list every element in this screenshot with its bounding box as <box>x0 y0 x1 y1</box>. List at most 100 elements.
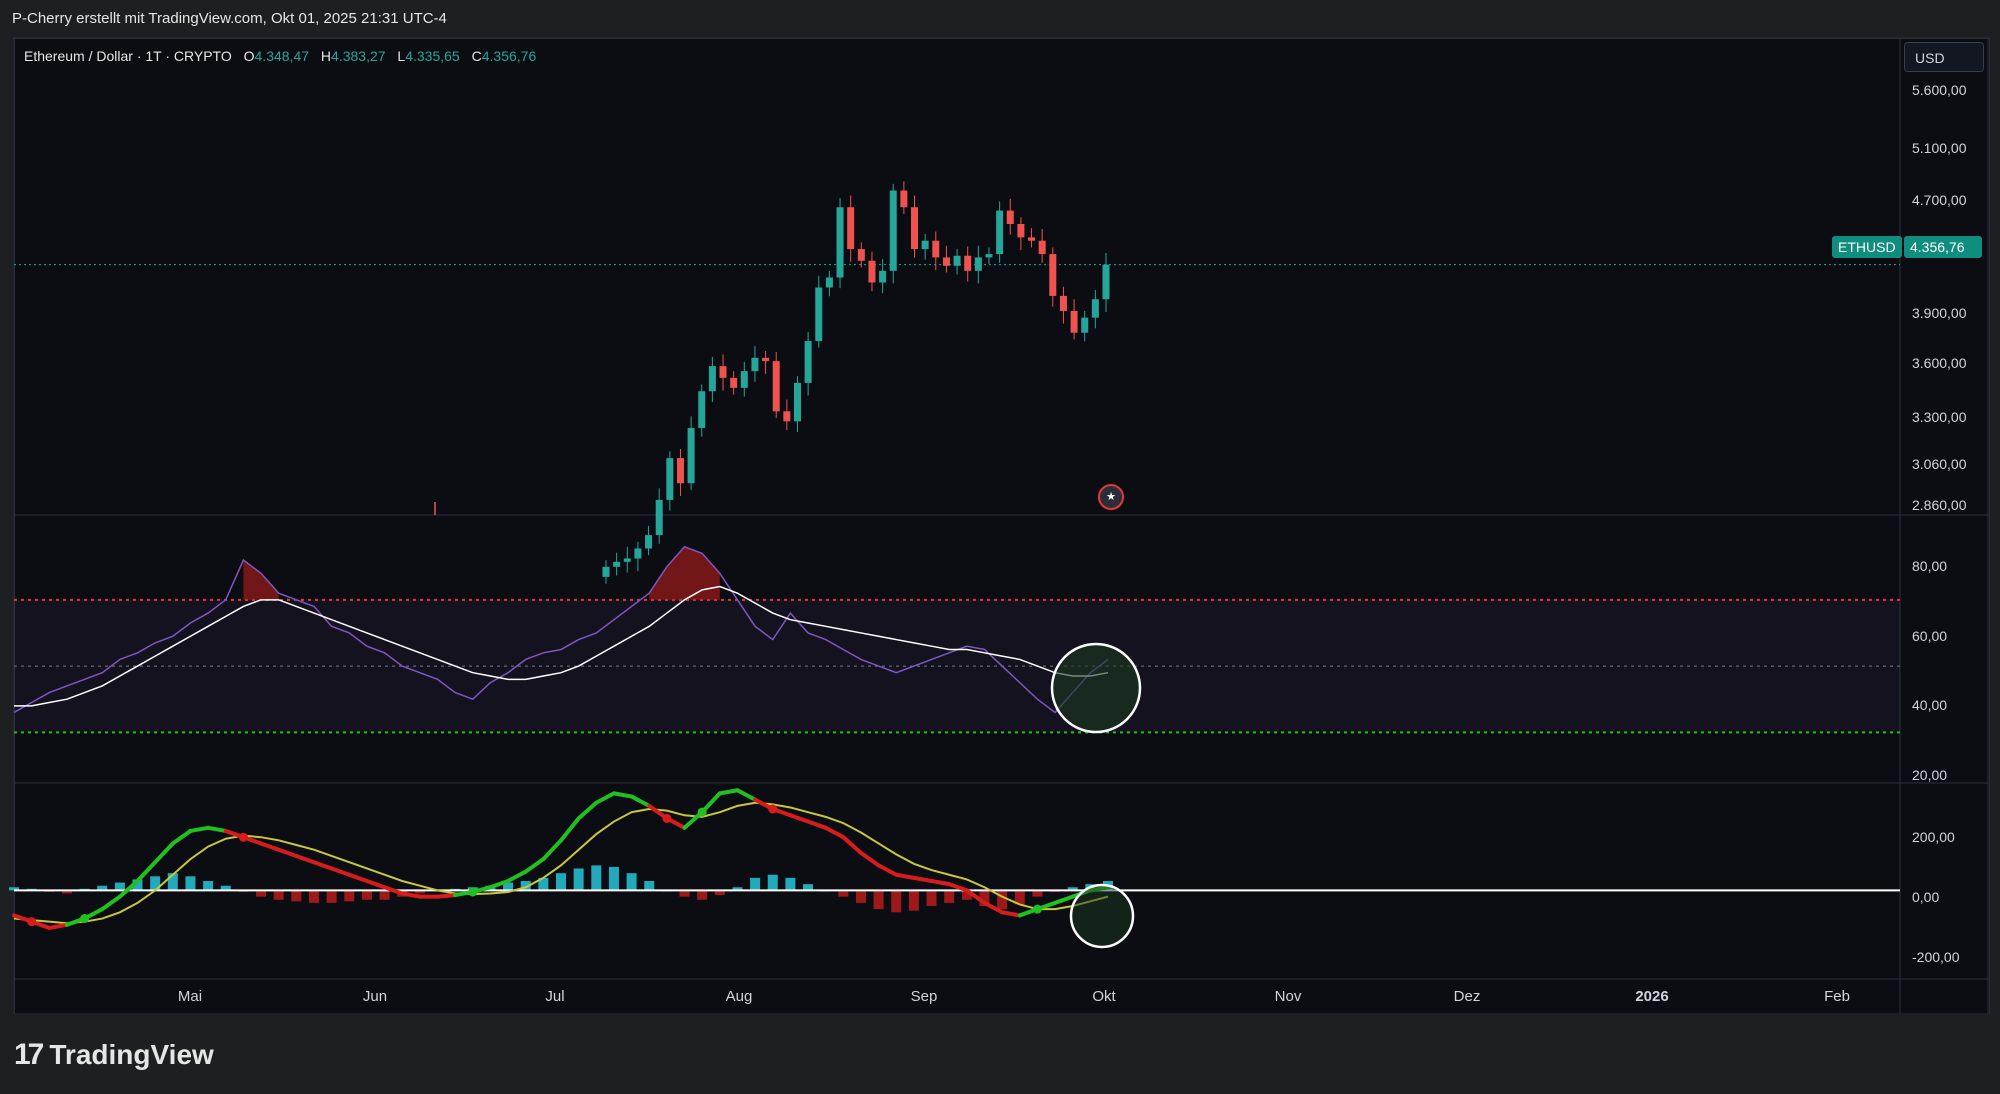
macd-histogram-bar <box>220 885 231 891</box>
chart-area[interactable] <box>14 38 1990 1016</box>
macd-cross-dot <box>80 914 90 924</box>
macd-line-segment <box>206 825 228 833</box>
candle-body <box>932 240 940 258</box>
tradingview-logo-icon: 17 <box>14 1038 44 1071</box>
macd-cross-dot <box>27 917 37 927</box>
candle-body <box>676 458 684 484</box>
macd-histogram-bar <box>538 877 549 891</box>
macd-line-segment <box>894 872 916 880</box>
macd-cross-dot <box>238 832 248 842</box>
candle-body <box>1017 223 1025 238</box>
macd-line-segment <box>929 879 952 887</box>
macd-cross-dot <box>697 807 707 817</box>
candle-body <box>783 411 791 422</box>
candle-body <box>900 190 908 208</box>
candle-body <box>911 207 919 250</box>
candle-body <box>836 207 844 278</box>
macd-histogram-bar <box>591 865 602 891</box>
chart-author-title: P-Cherry erstellt mit TradingView.com, O… <box>12 10 447 27</box>
macd-line-segment <box>311 860 334 871</box>
candle-body <box>1081 317 1089 333</box>
macd-line-segment <box>947 882 969 893</box>
time-axis-label: Mai <box>177 988 203 1005</box>
price-axis-label: 2.860,00 <box>1912 497 1967 513</box>
candle-body <box>623 558 631 562</box>
last-price-tag: 4.356,76 <box>1904 236 1982 258</box>
candle-body <box>655 499 663 536</box>
macd-histogram-bar <box>379 890 390 900</box>
macd-line-segment <box>611 791 634 799</box>
candle-body <box>719 366 727 378</box>
candle-body <box>730 377 738 388</box>
time-axis-label: Nov <box>1274 988 1302 1005</box>
candle-body <box>751 357 759 372</box>
candle-body <box>698 391 706 429</box>
macd-histogram-bar <box>997 890 1008 910</box>
candle-body <box>602 566 610 577</box>
macd-histogram-bar <box>679 890 690 897</box>
candle-body <box>921 240 929 250</box>
macd-cross-dot <box>468 887 478 897</box>
macd-line-segment <box>329 866 352 877</box>
close-label: C <box>471 48 482 64</box>
macd-line-segment <box>964 888 987 905</box>
macd-histogram-bar <box>203 881 214 891</box>
macd-histogram-bar <box>891 890 902 913</box>
open-label: O <box>243 48 255 64</box>
macd-histogram-bar <box>256 890 267 897</box>
us-flag-event-icon[interactable]: ★ <box>1098 484 1124 510</box>
time-axis-label: Aug <box>725 988 753 1005</box>
price-axis-label: 5.100,00 <box>1912 140 1967 156</box>
open-value: 4.348,47 <box>254 48 310 64</box>
candle-body <box>708 366 716 392</box>
candle-body <box>793 382 801 422</box>
candle-body <box>1049 254 1057 296</box>
candle-body <box>645 535 653 549</box>
candle-body <box>804 341 812 383</box>
macd-histogram-bar <box>714 890 725 896</box>
macd-line-segment <box>982 900 1005 915</box>
macd-line-segment <box>717 788 740 796</box>
macd-histogram-bar <box>185 876 196 891</box>
price-axis-label: 5.600,00 <box>1912 82 1967 98</box>
candle-body <box>634 548 642 559</box>
macd-line-segment <box>788 813 811 824</box>
macd-histogram-bar <box>1067 887 1078 891</box>
macd-histogram-bar <box>97 885 108 891</box>
candle-body <box>825 277 833 288</box>
macd-line-segment <box>876 863 899 877</box>
macd-line-segment <box>347 872 369 883</box>
macd-histogram-bar <box>732 887 743 891</box>
candle-body <box>985 254 993 258</box>
macd-histogram-bar <box>132 879 143 891</box>
macd-line-segment <box>400 891 422 899</box>
macd-line-segment <box>541 838 563 862</box>
candle-body <box>687 428 695 484</box>
macd-line-segment <box>911 875 934 883</box>
tradingview-logo[interactable]: 17 TradingView <box>14 1038 214 1072</box>
time-axis-label: Jun <box>362 988 388 1005</box>
candle-body <box>762 357 770 362</box>
macd-line-segment <box>170 828 193 846</box>
candle-body <box>857 249 865 261</box>
macd-line-segment <box>823 825 846 840</box>
candle-body <box>613 561 621 567</box>
macd-histogram-bar <box>785 877 796 891</box>
time-axis-label: Jul <box>545 988 565 1005</box>
macd-line-segment <box>135 860 158 883</box>
currency-selector[interactable]: USD <box>1904 42 1984 72</box>
rsi-line <box>13 545 1109 714</box>
candle-body <box>1006 210 1014 224</box>
price-axis-label: 4.700,00 <box>1912 192 1967 208</box>
candle-body <box>964 255 972 271</box>
footer <box>0 1014 2000 1094</box>
macd-histogram-bar <box>414 890 425 894</box>
macd-histogram-bar <box>291 890 302 902</box>
macd-histogram-bar <box>361 890 372 900</box>
price-axis-label: 3.600,00 <box>1912 355 1967 371</box>
candle-body <box>953 255 961 266</box>
macd-histogram-bar <box>503 882 514 891</box>
macd-line-segment <box>259 841 281 852</box>
macd-line-segment <box>629 794 652 808</box>
